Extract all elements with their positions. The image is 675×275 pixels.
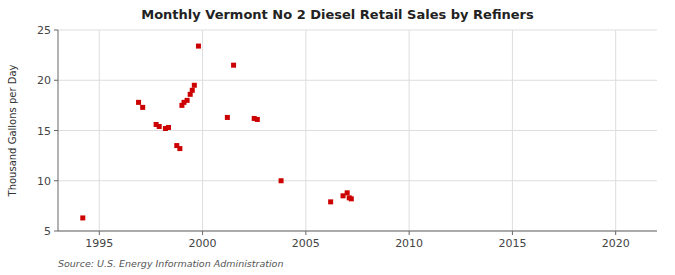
x-tick [615,231,616,235]
point [136,100,141,105]
x-tick [512,231,513,235]
y-grid-line [58,80,657,81]
point [80,215,85,220]
y-grid-line [58,30,657,31]
y-grid-line [58,130,657,131]
point [190,88,195,93]
point [345,190,350,195]
title: Monthly Vermont No 2 Diesel Retail Sales… [141,7,534,22]
point [225,115,230,120]
y-tick [54,130,58,131]
x-tick-label: 1995 [85,237,113,250]
axes: 1995 2000 2005 2010 2015 2020 5 10 15 20 25 [37,24,657,250]
point [349,196,354,201]
y-tick [54,180,58,181]
point [140,105,145,110]
point [328,199,333,204]
y-tick [54,231,58,232]
grid [58,30,657,231]
x-axis-line [58,231,657,232]
y-axis-line [58,30,59,231]
points [80,44,354,221]
y-grid-line [58,231,657,232]
x-tick-label: 2000 [189,237,217,250]
x-tick-label: 2005 [292,237,320,250]
y-tick-label: 10 [37,175,51,188]
x-tick-label: 2015 [498,237,526,250]
x-tick [305,231,306,235]
y-axis-label: Thousand Gallons per Day [7,64,18,197]
y-tick [54,30,58,31]
point [185,98,190,103]
point [157,124,162,129]
y-tick [54,80,58,81]
x-tick [409,231,410,235]
point [166,125,171,130]
x-tick-label: 2010 [395,237,423,250]
y-tick-label: 20 [37,74,51,87]
point [279,178,284,183]
y-tick-label: 15 [37,125,51,138]
point [196,44,201,49]
source: Source: U.S. Energy Information Administ… [58,258,283,269]
point [231,63,236,68]
point [192,83,197,88]
point [177,146,182,151]
y-tick-label: 5 [44,225,51,238]
x-tick-label: 2020 [602,237,630,250]
x-tick [99,231,100,235]
y-tick-label: 25 [37,24,51,37]
x-tick [202,231,203,235]
chart: 1995 2000 2005 2010 2015 2020 5 10 15 20 25 Monthly… [0,0,675,275]
y-grid-line [58,180,657,181]
point [255,117,260,122]
